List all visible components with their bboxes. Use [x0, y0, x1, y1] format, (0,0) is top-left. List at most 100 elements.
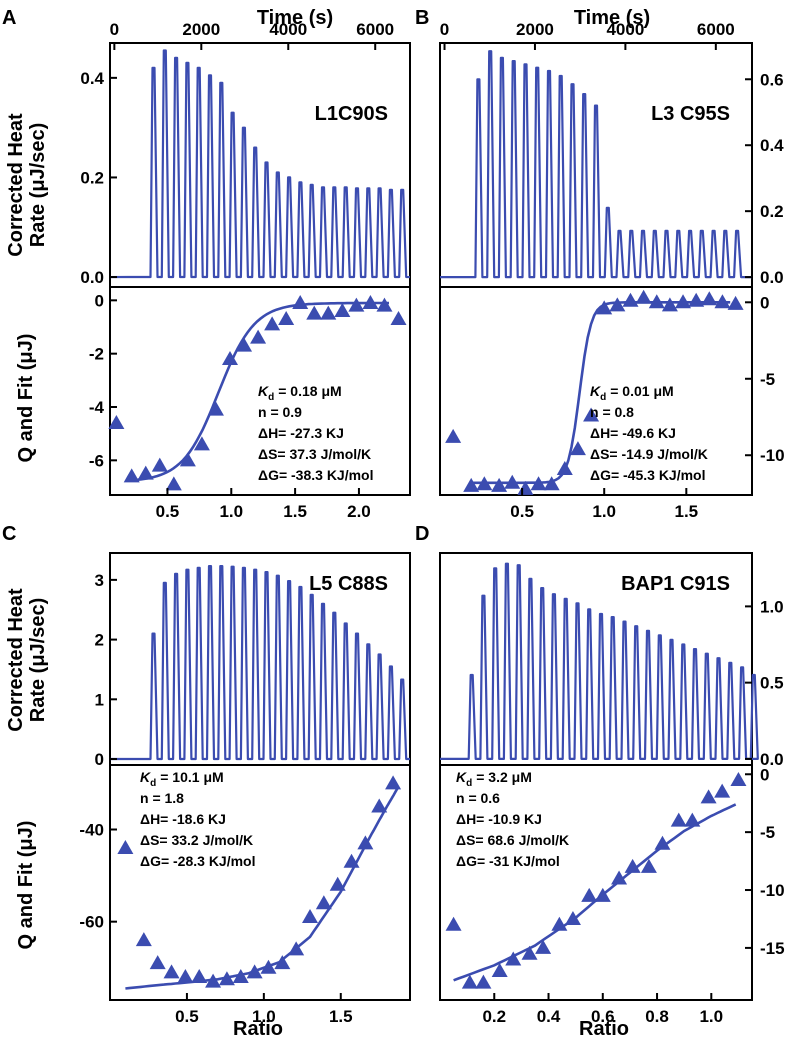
data-point: [475, 974, 492, 989]
data-point: [635, 289, 652, 304]
data-point: [556, 461, 573, 475]
thermogram-y-tick-label: 3: [95, 571, 104, 590]
binding-x-tick-label: 1.0: [592, 502, 616, 521]
thermogram-y-tick-label: 0.6: [760, 70, 784, 89]
panel-title: L1C90S: [315, 103, 388, 125]
dg-annotation: ΔG= -28.3 KJ/mol: [140, 853, 256, 869]
binding-x-tick-label: 1.5: [674, 502, 698, 521]
dh-annotation: ΔH= -27.3 KJ: [258, 425, 344, 441]
data-point: [714, 294, 731, 309]
data-point: [274, 955, 291, 970]
n-annotation: n = 0.6: [456, 790, 500, 806]
data-point: [260, 959, 277, 974]
thermogram-x-tick-label: 6000: [356, 20, 394, 39]
data-point: [543, 476, 560, 491]
data-point: [596, 300, 613, 315]
kd-subscript: d: [600, 392, 606, 403]
thermogram-y-tick-label: 0.0: [80, 268, 104, 287]
binding-x-tick-label: 0.5: [510, 502, 534, 521]
data-point: [218, 971, 235, 986]
heat-axis-title-c-line1: Corrected Heat: [5, 588, 27, 732]
binding-x-tick-label: 0.4: [537, 1007, 561, 1026]
binding-y-tick-label: -15: [760, 939, 785, 958]
binding-y-tick-label: -10: [760, 446, 785, 465]
fit-axis-title-c: Q and Fit (μJ): [15, 821, 37, 950]
thermogram-y-tick-label: 0.2: [760, 202, 784, 221]
dg-annotation: ΔG= -45.3 KJ/mol: [590, 467, 706, 483]
data-point: [222, 351, 238, 365]
data-point: [684, 812, 701, 827]
binding-y-tick-label: -10: [760, 881, 785, 900]
thermogram-y-tick-label: 0.2: [80, 168, 104, 187]
thermogram-trace: [109, 49, 411, 279]
data-point: [675, 294, 692, 309]
thermogram-y-tick-label: 0.4: [80, 69, 104, 88]
data-point: [191, 968, 208, 983]
heat-axis-title-a-line1: Corrected Heat: [5, 113, 27, 257]
thermogram-y-tick-label: 0.5: [760, 674, 784, 693]
kd-symbol: K: [258, 383, 269, 399]
binding-x-tick-label: 1.0: [219, 502, 243, 521]
thermogram-trace: [439, 50, 753, 279]
data-point: [521, 945, 538, 960]
panel-title: L3 C95S: [651, 103, 730, 125]
binding-y-tick-label: -2: [89, 345, 104, 364]
panel-label-a: A: [2, 7, 16, 29]
data-point: [165, 476, 182, 491]
kd-subscript: d: [150, 778, 156, 789]
data-point: [236, 337, 253, 352]
data-point: [390, 311, 407, 325]
kd-annotation: Kd = 0.18 μM: [258, 383, 342, 403]
data-point: [661, 297, 678, 312]
n-annotation: n = 0.9: [258, 404, 302, 420]
data-point: [371, 798, 388, 813]
data-point: [714, 783, 731, 798]
data-point: [123, 468, 140, 483]
binding-y-tick-label: -60: [79, 913, 104, 932]
thermogram-x-tick-label: 0: [110, 20, 119, 39]
data-point: [207, 401, 224, 416]
binding-x-tick-label: 0.2: [482, 1007, 506, 1026]
data-point: [609, 297, 626, 312]
kd-value: = 0.01 μM: [610, 383, 673, 399]
binding-frame: [109, 764, 411, 1001]
data-point: [700, 789, 717, 804]
binding-y-tick-label: 0: [760, 765, 769, 784]
data-point: [246, 964, 263, 979]
data-point: [149, 955, 166, 970]
binding-x-tick-label: 0.8: [645, 1007, 669, 1026]
thermogram-x-tick-label: 0: [440, 20, 449, 39]
dh-annotation: ΔH= -18.6 KJ: [140, 811, 226, 827]
heat-axis-title-c-line2: Rate (μJ/sec): [27, 598, 49, 723]
data-point: [569, 441, 586, 456]
data-point: [504, 474, 521, 489]
panel-a: 0.0 0.2 0.4 0 2000 4000 6000 L1C90S 0 -2 -4 -6 0.5 1.…: [80, 20, 411, 521]
ratio-axis-title-d: Ratio: [579, 1018, 629, 1040]
binding-y-tick-label: 0: [760, 293, 769, 312]
binding-x-tick-label: 0.6: [591, 1007, 615, 1026]
data-point: [385, 775, 402, 790]
binding-frame: [439, 764, 753, 1001]
kd-symbol: K: [140, 769, 151, 785]
ds-annotation: ΔS= 37.3 J/mol/K: [258, 446, 371, 462]
data-point: [730, 772, 747, 787]
binding-x-tick-label: 1.0: [252, 1007, 276, 1026]
data-point: [461, 974, 478, 989]
data-point: [362, 295, 379, 309]
panel-b: 0.0 0.2 0.4 0.6 0 2000 4000 6000 L3 C95S 0 -5 -10 0.…: [439, 20, 785, 521]
data-point: [288, 941, 305, 956]
data-point: [292, 295, 309, 309]
ratio-axis-title-c: Ratio: [233, 1018, 283, 1040]
ds-annotation: ΔS= 33.2 J/mol/K: [140, 832, 253, 848]
data-point: [302, 909, 318, 924]
data-point: [376, 297, 393, 312]
binding-frame: [439, 286, 753, 496]
dg-annotation: ΔG= -31 KJ/mol: [456, 853, 560, 869]
data-point: [179, 452, 196, 467]
data-point: [476, 476, 493, 491]
kd-subscript: d: [268, 392, 274, 403]
panel-label-c: C: [2, 523, 16, 545]
kd-symbol: K: [456, 769, 467, 785]
kd-annotation: Kd = 10.1 μM: [140, 769, 224, 789]
